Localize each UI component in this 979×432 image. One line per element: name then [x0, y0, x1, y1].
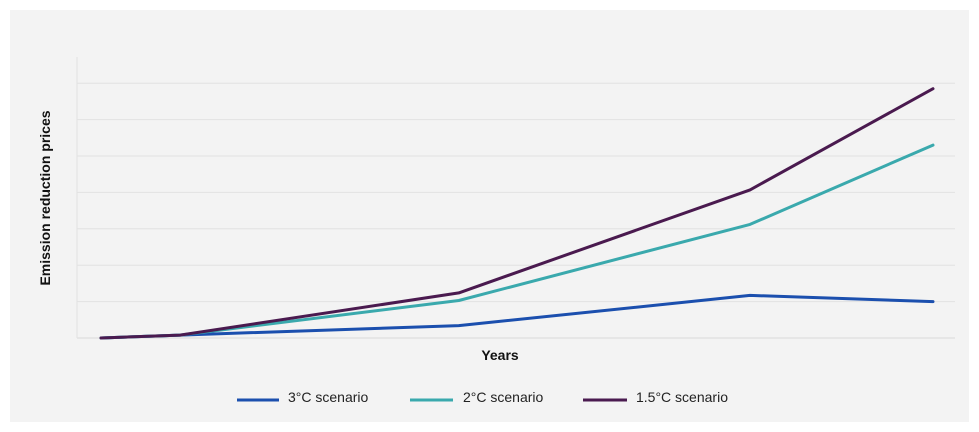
- legend-label-0: 3°C scenario: [288, 389, 369, 405]
- chart-panel: [10, 10, 969, 422]
- series-lines: [99, 87, 935, 340]
- gridlines: [76, 57, 955, 339]
- y-axis-label: Emission reduction prices: [37, 110, 53, 285]
- legend: 3°C scenario 2°C scenario 1.5°C scenario: [237, 389, 728, 405]
- series-line-1: [99, 143, 935, 340]
- legend-label-2: 1.5°C scenario: [636, 389, 728, 405]
- legend-label-1: 2°C scenario: [463, 389, 544, 405]
- series-line-2: [99, 87, 935, 340]
- x-axis-label: Years: [481, 347, 519, 363]
